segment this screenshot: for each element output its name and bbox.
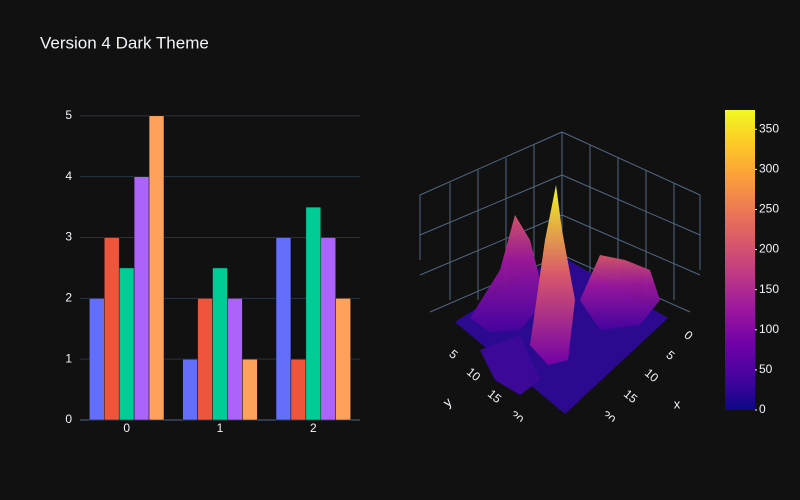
surface-scene <box>419 131 701 414</box>
y-tick-label: 0 <box>65 412 72 426</box>
colorbar <box>725 110 755 410</box>
colorbar-tick-label: 250 <box>759 202 779 216</box>
bar <box>227 298 243 421</box>
bar <box>335 298 351 421</box>
bar <box>104 237 120 421</box>
colorbar-tick-label: 0 <box>759 402 766 416</box>
y-tick-label: 3 <box>65 230 72 244</box>
surface-hill <box>470 215 545 332</box>
bar <box>148 115 165 421</box>
x-tick-label: 0 <box>123 421 130 435</box>
colorbar-tick-label: 100 <box>759 322 779 336</box>
colorbar-tick-label: 150 <box>759 282 779 296</box>
surface-lowland <box>480 335 540 395</box>
colorbar-tick-label: 50 <box>759 362 773 376</box>
bar <box>133 176 150 421</box>
x-tick-label: 1 <box>217 421 224 435</box>
y-tick-label: 5 <box>65 108 72 122</box>
surface-hill <box>580 255 660 330</box>
bar <box>305 206 322 421</box>
chart-title: Version 4 Dark Theme <box>40 33 209 52</box>
bar <box>182 358 198 421</box>
surface-peak <box>530 185 575 365</box>
bar <box>212 267 228 421</box>
bar <box>275 237 292 421</box>
y-tick-label: 2 <box>65 290 72 304</box>
x-tick-label: 2 <box>310 421 317 435</box>
y-tick-label: 4 <box>65 169 72 183</box>
bar <box>89 298 105 421</box>
y-tick-label: 1 <box>65 351 72 365</box>
scene-wireframe <box>419 131 701 313</box>
colorbar-tick-label: 200 <box>759 242 779 256</box>
bar <box>197 298 213 421</box>
colorbar-tick-label: 350 <box>759 121 779 135</box>
bar <box>118 267 135 421</box>
bar <box>290 358 307 421</box>
bar <box>242 358 258 421</box>
bar <box>320 237 336 421</box>
x-axis-title: x <box>674 396 681 411</box>
colorbar-tick-label: 300 <box>759 162 779 176</box>
